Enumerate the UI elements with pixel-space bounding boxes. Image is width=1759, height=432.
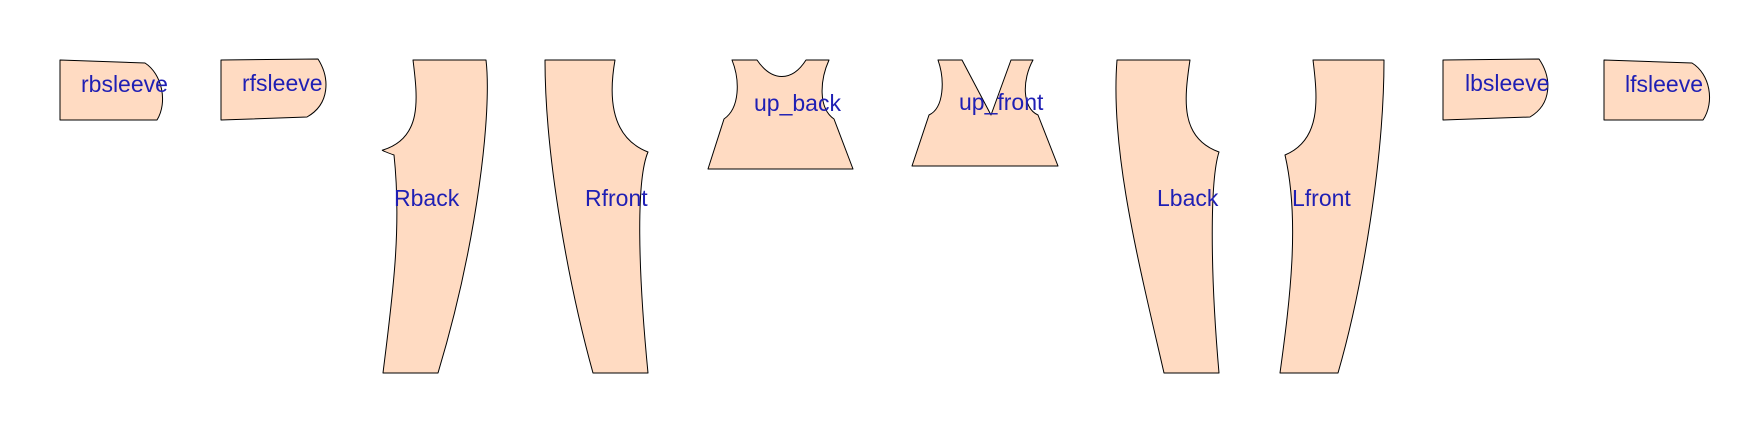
- label-Rfront: Rfront: [585, 185, 648, 211]
- piece-rbsleeve: rbsleeve: [59, 59, 168, 121]
- piece-up_front: up_front: [911, 59, 1059, 167]
- piece-lfsleeve: lfsleeve: [1603, 59, 1710, 121]
- label-up_front: up_front: [959, 89, 1044, 115]
- label-lfsleeve: lfsleeve: [1625, 71, 1703, 97]
- shape-Lback: [1115, 59, 1220, 374]
- label-up_back: up_back: [754, 90, 841, 116]
- shape-lbsleeve: [1442, 58, 1549, 121]
- label-Lback: Lback: [1157, 185, 1219, 211]
- shape-up_back: [707, 59, 854, 170]
- label-Lfront: Lfront: [1292, 185, 1351, 211]
- shape-rbsleeve: [59, 59, 164, 121]
- shape-Lfront: [1279, 59, 1385, 374]
- shape-Rfront: [544, 59, 649, 374]
- label-Rback: Rback: [394, 185, 460, 211]
- piece-Rback: Rback: [381, 59, 488, 374]
- label-rfsleeve: rfsleeve: [242, 70, 323, 96]
- shape-rfsleeve: [220, 58, 327, 121]
- shape-Rback: [381, 59, 488, 374]
- shape-lfsleeve: [1603, 59, 1710, 121]
- piece-rfsleeve: rfsleeve: [220, 58, 327, 121]
- piece-Lfront: Lfront: [1279, 59, 1385, 374]
- piece-up_back: up_back: [707, 59, 854, 170]
- shape-up_front: [911, 59, 1059, 167]
- piece-Rfront: Rfront: [544, 59, 649, 374]
- piece-lbsleeve: lbsleeve: [1442, 58, 1549, 121]
- piece-Lback: Lback: [1115, 59, 1220, 374]
- label-lbsleeve: lbsleeve: [1465, 70, 1549, 96]
- label-rbsleeve: rbsleeve: [81, 71, 168, 97]
